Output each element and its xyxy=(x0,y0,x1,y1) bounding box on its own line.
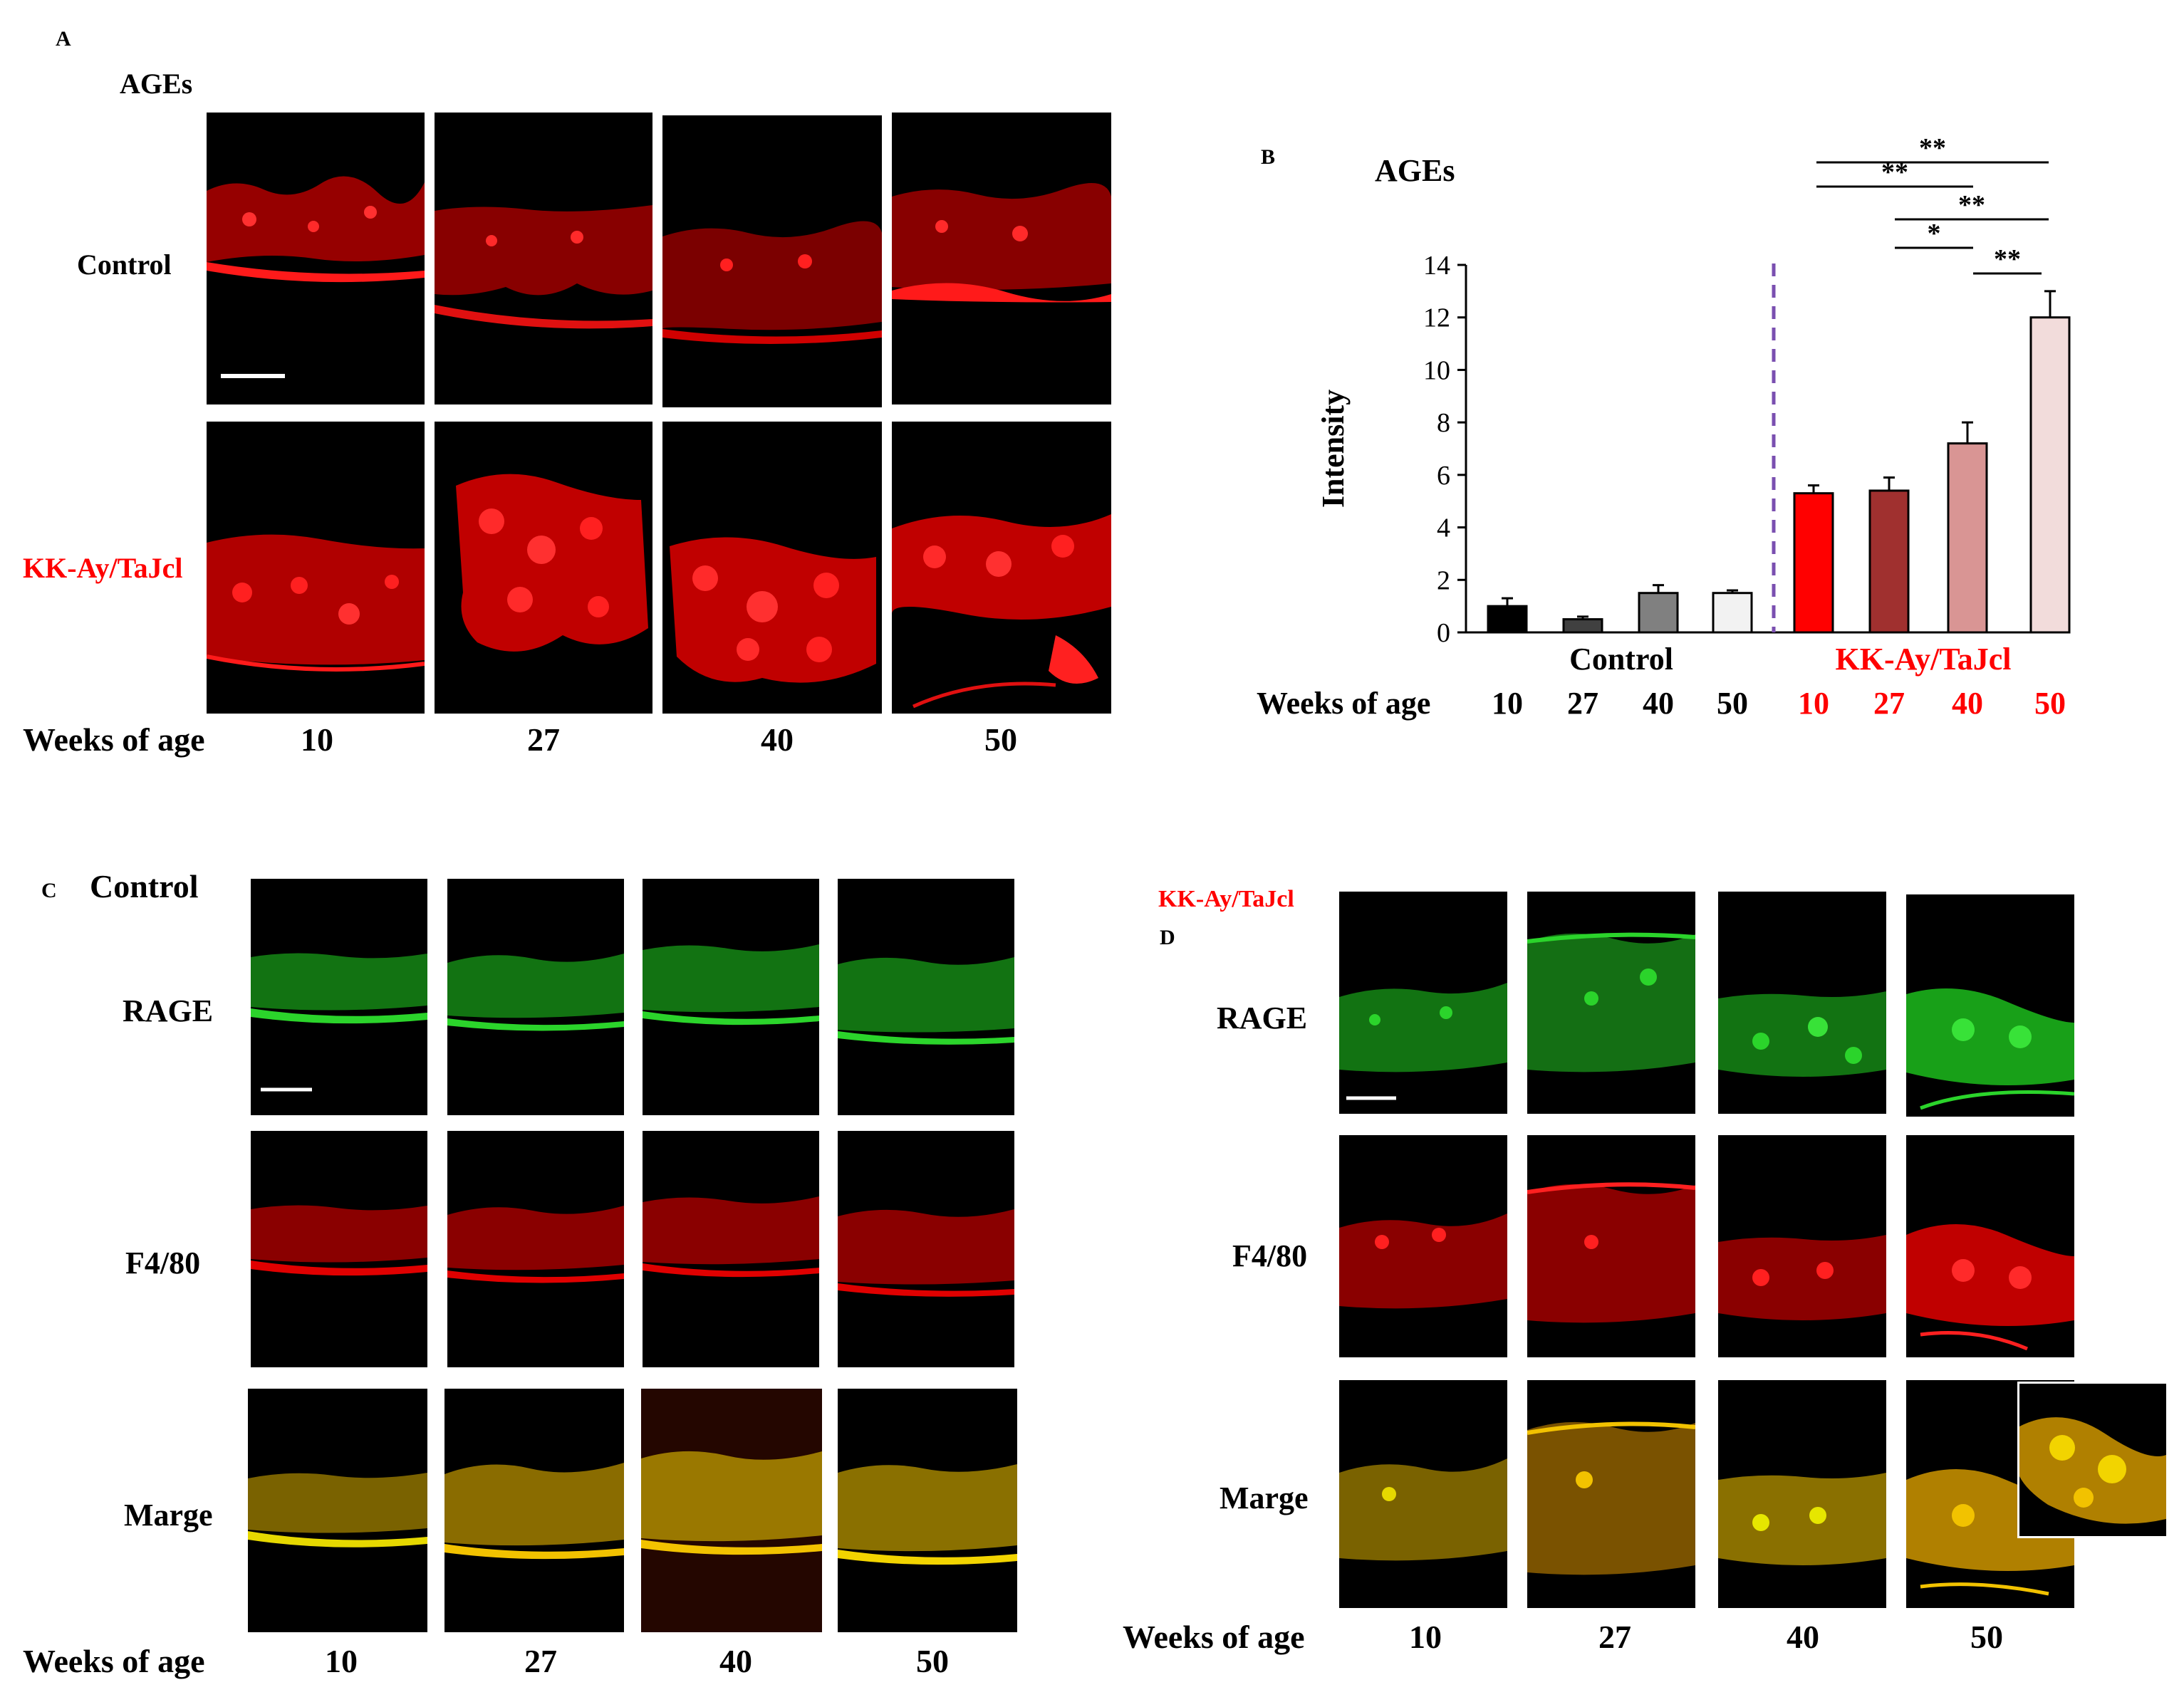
y-tick-label: 12 xyxy=(1423,303,1450,333)
y-axis-label: Intensity xyxy=(1316,390,1351,508)
significance-label: ** xyxy=(1919,133,1946,163)
group-label-kk: KK-Ay/TaJcl xyxy=(1836,642,2012,677)
significance-label: ** xyxy=(1994,244,2021,274)
panel-c-week-50: 50 xyxy=(916,1643,949,1679)
micrograph-rage-kk-10w xyxy=(1339,892,1507,1114)
micrograph-merge-kk-40w xyxy=(1718,1380,1886,1608)
panel-c-week-40: 40 xyxy=(719,1643,752,1679)
bar xyxy=(2029,316,2071,634)
x-tick-label: 27 xyxy=(1873,686,1905,721)
panel-d-week-40: 40 xyxy=(1787,1619,1819,1655)
x-tick-label: 10 xyxy=(1798,686,1829,721)
micrograph-f480-kk-40w xyxy=(1718,1135,1886,1357)
micrograph-rage-kk-40w xyxy=(1718,892,1886,1114)
panel-d-week-27: 27 xyxy=(1598,1619,1631,1655)
panel-d-row-f480: F4/80 xyxy=(1232,1238,1308,1273)
micrograph-ages-control-50w xyxy=(892,113,1111,404)
chart-title: AGEs xyxy=(1375,153,1455,188)
micrograph-merge-control-40w xyxy=(641,1389,822,1632)
significance-label: ** xyxy=(1881,157,1908,187)
panel-d-title: KK-Ay/TaJcl xyxy=(1158,886,1294,912)
micrograph-f480-control-50w xyxy=(838,1131,1014,1367)
micrograph-merge-kk-10w xyxy=(1339,1380,1507,1608)
bar xyxy=(1638,592,1679,634)
y-tick-label: 6 xyxy=(1437,461,1450,491)
micrograph-merge-kk-50w-inset xyxy=(2017,1382,2168,1538)
micrograph-ages-control-40w xyxy=(662,115,882,407)
group-label-control: Control xyxy=(1569,642,1673,677)
panel-d-week-50: 50 xyxy=(1970,1619,2003,1655)
chart-x-label: Weeks of age xyxy=(1257,686,1431,721)
panel-c-row-f480: F4/80 xyxy=(125,1246,201,1280)
bar xyxy=(1562,618,1603,634)
x-tick-label: 50 xyxy=(2034,686,2066,721)
x-tick-label: 40 xyxy=(1643,686,1674,721)
micrograph-merge-control-50w xyxy=(838,1389,1017,1632)
bar xyxy=(1712,592,1753,634)
micrograph-merge-kk-27w xyxy=(1527,1380,1695,1608)
panel-d-row-rage: RAGE xyxy=(1217,1001,1308,1035)
micrograph-merge-control-10w xyxy=(248,1389,427,1632)
panel-c-week-27: 27 xyxy=(524,1643,557,1679)
panel-b-letter: B xyxy=(1261,145,1276,169)
panel-a-week-50: 50 xyxy=(984,721,1017,758)
micrograph-ages-kk-27w xyxy=(435,422,652,714)
panel-c-row-rage: RAGE xyxy=(123,993,214,1028)
bar xyxy=(1947,442,1988,634)
micrograph-f480-kk-10w xyxy=(1339,1135,1507,1357)
x-tick-label: 27 xyxy=(1567,686,1598,721)
panel-d-week-10: 10 xyxy=(1409,1619,1442,1655)
panel-a-letter: A xyxy=(56,27,71,51)
x-tick-label: 50 xyxy=(1717,686,1748,721)
panel-c-week-10: 10 xyxy=(325,1643,358,1679)
micrograph-ages-kk-50w xyxy=(892,422,1111,714)
panel-c-title: Control xyxy=(90,868,199,904)
micrograph-f480-control-10w xyxy=(251,1131,427,1367)
bar xyxy=(1868,489,1910,634)
x-tick-label: 40 xyxy=(1952,686,1983,721)
bar xyxy=(1793,492,1834,634)
micrograph-ages-control-10w xyxy=(207,113,425,404)
panel-a-title: AGEs xyxy=(120,68,193,100)
panel-a-x-label: Weeks of age xyxy=(23,721,205,758)
micrograph-rage-control-10w xyxy=(251,879,427,1115)
y-tick-label: 14 xyxy=(1423,251,1450,281)
significance-label: ** xyxy=(1958,190,1985,220)
micrograph-f480-kk-27w xyxy=(1527,1135,1695,1357)
panel-a-week-27: 27 xyxy=(527,721,560,758)
micrograph-rage-control-50w xyxy=(838,879,1014,1115)
panel-a-week-40: 40 xyxy=(761,721,794,758)
micrograph-f480-kk-50w xyxy=(1906,1135,2074,1357)
significance-label: * xyxy=(1928,219,1941,249)
panel-a-row-kk: KK-Ay/TaJcl xyxy=(23,552,183,584)
micrograph-f480-control-27w xyxy=(447,1131,624,1367)
panel-a-row-control: Control xyxy=(77,249,172,281)
panel-d-letter: D xyxy=(1160,926,1175,949)
panel-d-row-merge: Marge xyxy=(1220,1481,1309,1515)
panel-c-row-merge: Marge xyxy=(124,1498,213,1533)
micrograph-ages-kk-10w xyxy=(207,422,425,714)
bar xyxy=(1487,605,1528,634)
micrograph-rage-kk-27w xyxy=(1527,892,1695,1114)
panel-d-x-label: Weeks of age xyxy=(1123,1619,1305,1655)
micrograph-ages-kk-40w xyxy=(662,422,882,714)
micrograph-rage-control-27w xyxy=(447,879,624,1115)
y-tick-label: 4 xyxy=(1437,513,1450,543)
x-tick-label: 10 xyxy=(1492,686,1523,721)
panel-c-letter: C xyxy=(41,879,57,902)
y-tick-label: 2 xyxy=(1437,565,1450,595)
y-tick-label: 8 xyxy=(1437,408,1450,438)
y-tick-label: 0 xyxy=(1437,618,1450,648)
panel-a-week-10: 10 xyxy=(301,721,333,758)
micrograph-rage-control-40w xyxy=(643,879,819,1115)
micrograph-ages-control-27w xyxy=(435,113,652,404)
micrograph-rage-kk-50w xyxy=(1906,894,2074,1117)
micrograph-merge-control-27w xyxy=(444,1389,624,1632)
panel-c-x-label: Weeks of age xyxy=(23,1643,205,1679)
micrograph-f480-control-40w xyxy=(643,1131,819,1367)
y-tick-label: 10 xyxy=(1423,355,1450,385)
